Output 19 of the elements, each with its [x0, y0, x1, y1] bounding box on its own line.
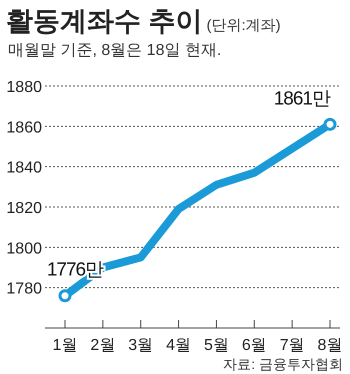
- chart-title: 활동계좌수 추이: [6, 6, 203, 36]
- y-tick-label: 1840: [6, 160, 42, 177]
- y-tick-label: 1800: [6, 240, 42, 258]
- text: 매월말 기준, 8월은 18일 현재.: [8, 42, 222, 59]
- text: 자료: 금융투자협회: [223, 356, 343, 372]
- x-tick-label: 3월: [128, 337, 154, 354]
- chart-subtitle: (단위:계좌): [206, 17, 281, 34]
- x-tick-label: 6월: [242, 337, 267, 354]
- y-tick-label: 1880: [6, 79, 42, 96]
- x-tick-label: 1월: [52, 337, 78, 354]
- x-tick-label: 4월: [166, 337, 192, 354]
- y-tick-label: 1780: [6, 280, 42, 298]
- x-tick-label: 5월: [204, 337, 229, 354]
- x-tick-label: 8월: [318, 337, 342, 354]
- x-tick-label: 7월: [280, 337, 305, 354]
- x-tick-label: 2월: [90, 337, 116, 354]
- data-label: 1861만: [274, 88, 331, 110]
- y-tick-label: 1820: [6, 200, 42, 217]
- y-tick-label: 1860: [6, 119, 42, 136]
